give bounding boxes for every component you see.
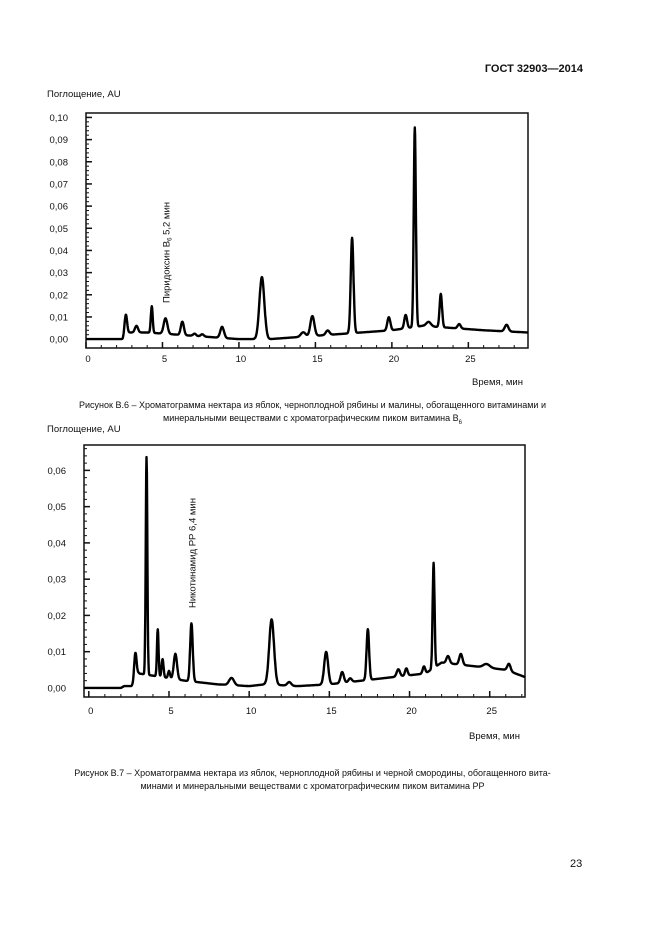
chromatogram-trace (83, 455, 526, 690)
x-tick-label: 10 (246, 706, 257, 717)
figure-b6-caption-line2: минеральными веществами с хроматографиче… (30, 412, 595, 430)
chart2-y-axis-title: Поглощение, AU (47, 424, 121, 435)
y-tick-label: 0,03 (50, 268, 69, 279)
x-tick-label: 25 (465, 354, 476, 365)
figure-b7-caption-line1: Рисунок В.7 – Хроматограмма нектара из я… (74, 768, 551, 778)
y-tick-label: 0,08 (50, 157, 69, 168)
chromatogram-trace (85, 126, 529, 341)
x-tick-label: 0 (88, 706, 93, 717)
x-tick-label: 10 (236, 354, 247, 365)
y-tick-label: 0,04 (50, 246, 69, 257)
standard-number: ГОСТ 32903—2014 (484, 63, 583, 75)
x-tick-label: 20 (389, 354, 400, 365)
y-tick-label: 0,09 (50, 135, 69, 146)
figure-b6-caption-line1: Рисунок В.6 – Хроматограмма нектара из я… (79, 400, 546, 410)
x-tick-label: 5 (162, 354, 167, 365)
annotation-subscript: 6 (168, 237, 174, 241)
page-number: 23 (570, 858, 583, 870)
y-tick-label: 0,06 (50, 202, 69, 213)
chart2-chromatogram: 0,00 0,01 0,02 0,03 0,04 0,05 0,06 0 5 10 15 20 25 Вр… (48, 444, 526, 742)
figure-b7-caption: Рисунок В.7 – Хроматограмма нектара из я… (30, 767, 595, 793)
y-tick-label: 0,05 (48, 502, 67, 513)
x-tick-label: 5 (168, 706, 173, 717)
y-tick-label: 0,02 (50, 290, 69, 301)
y-tick-label: 0,01 (48, 647, 67, 658)
y-tick-label: 0,03 (48, 575, 67, 586)
y-tick-label: 0,10 (50, 113, 69, 124)
y-tick-label: 0,05 (50, 224, 69, 235)
peak-annotation: Никотинамид РР 6,4 мин (187, 498, 198, 608)
y-tick-label: 0,06 (48, 466, 67, 477)
peak-annotation: Пиридоксин В6 5,2 мин (162, 202, 174, 303)
x-tick-label: 15 (326, 706, 337, 717)
y-tick-label: 0,00 (48, 683, 67, 694)
y-tick-label: 0,01 (50, 312, 69, 323)
caption-subscript: 6 (458, 419, 462, 426)
plot-frame (83, 444, 526, 698)
x-tick-label: 20 (406, 706, 417, 717)
chart1-chromatogram: 0,00 0,01 0,02 0,03 0,04 0,05 0,06 0,07 0,08 0,09… (50, 112, 529, 388)
y-tick-label: 0,02 (48, 611, 67, 622)
caption-text: минеральными веществами с хроматографиче… (163, 413, 459, 423)
chart1-y-axis-title: Поглощение, AU (47, 89, 121, 100)
x-tick-label: 0 (85, 354, 90, 365)
y-tick-label: 0,00 (50, 335, 69, 346)
figure-b7-caption-line2: минами и минеральными веществами с хрома… (140, 781, 485, 791)
annotation-text: Пиридоксин В (162, 241, 173, 303)
annotation-text: 5,2 мин (162, 202, 173, 238)
x-tick-label: 15 (312, 354, 323, 365)
plot-frame (85, 112, 529, 349)
x-tick-label: 25 (486, 706, 497, 717)
annotation-text: Никотинамид РР 6,4 мин (187, 498, 198, 608)
x-axis-title: Время, мин (472, 377, 523, 388)
y-tick-label: 0,07 (50, 179, 69, 190)
x-axis-title: Время, мин (469, 731, 520, 742)
y-tick-label: 0,04 (48, 538, 67, 549)
figure-b6-caption: Рисунок В.6 – Хроматограмма нектара из я… (30, 399, 595, 430)
